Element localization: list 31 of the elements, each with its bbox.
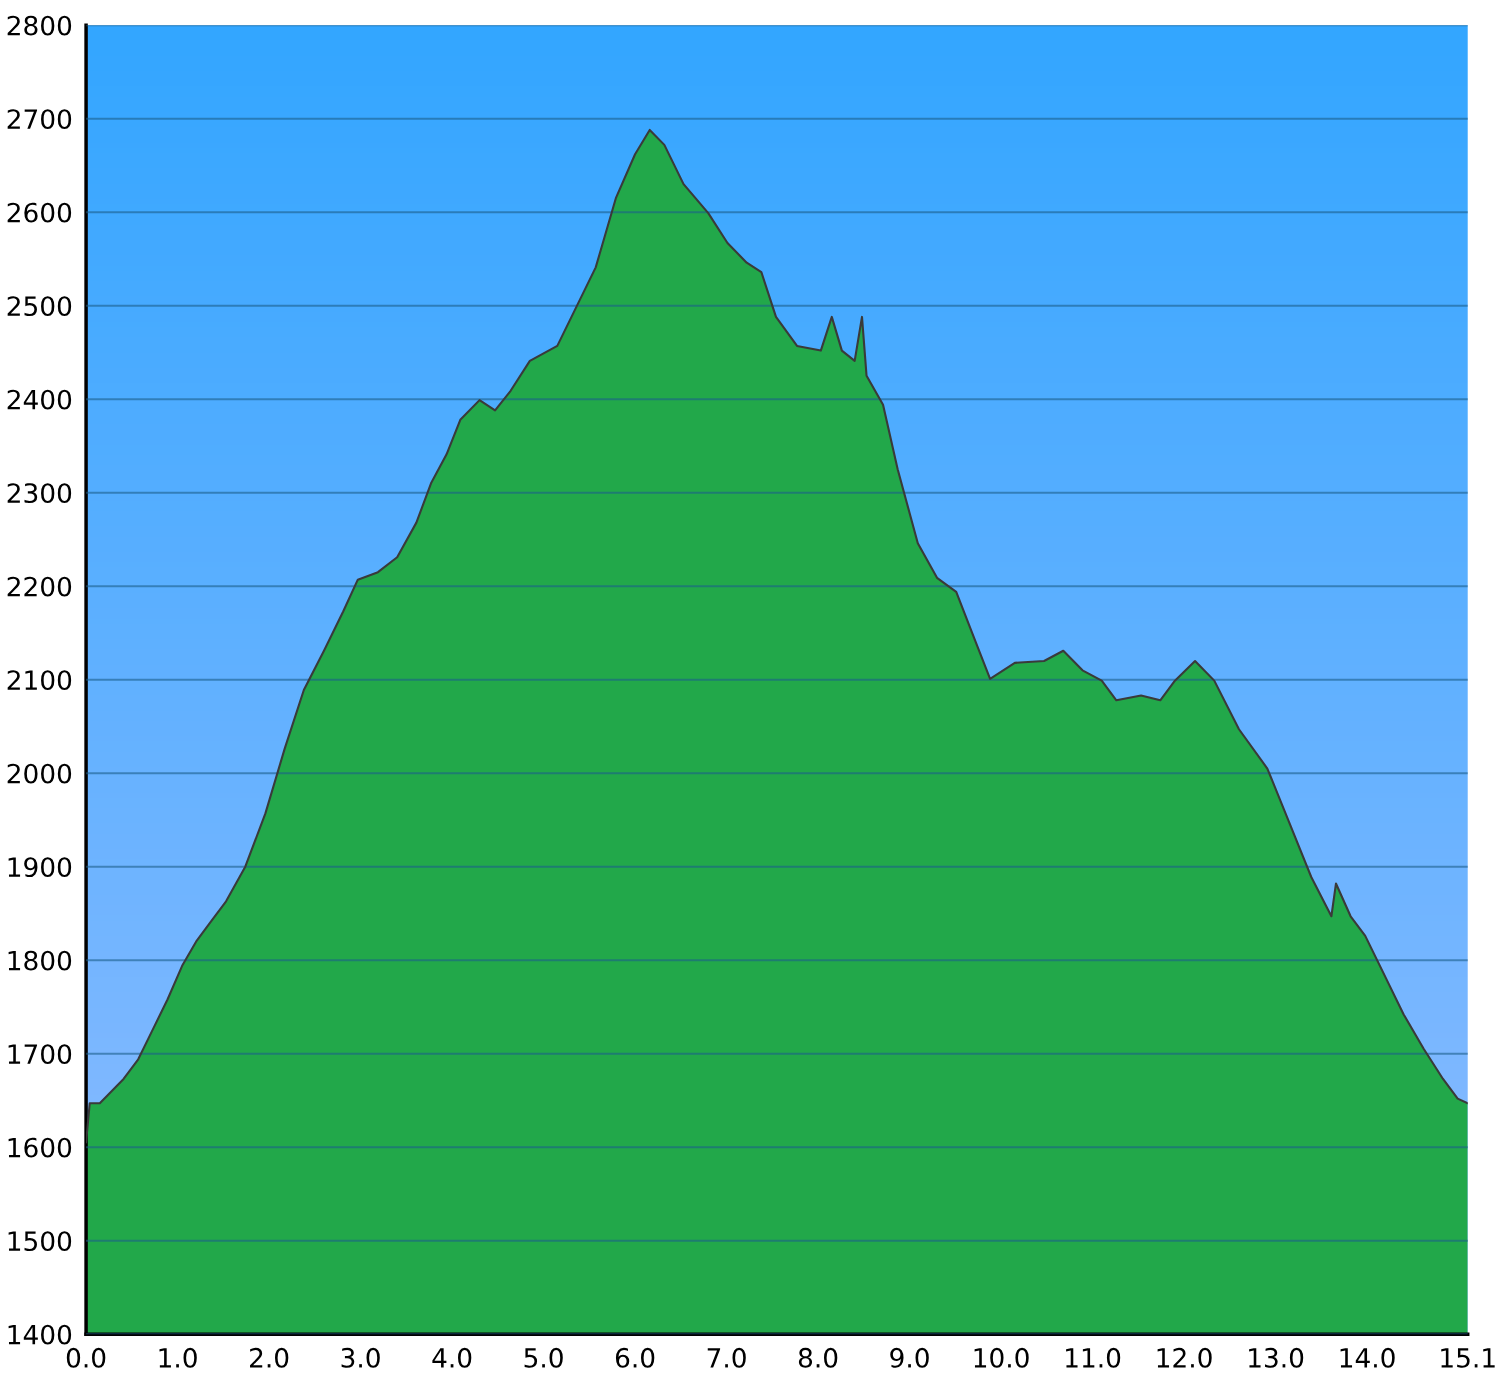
x-tick-label: 11.0 [1066, 1347, 1121, 1368]
x-tick-label: 4.0 [432, 1347, 472, 1368]
x-tick-label: 9.0 [890, 1347, 929, 1368]
x-tick-label: 13.0 [1249, 1347, 1304, 1368]
x-tick-label: 5.0 [524, 1347, 563, 1368]
y-tick-label: 1400 [8, 1324, 72, 1345]
x-tick-label: 8.0 [798, 1347, 838, 1368]
x-tick-label: 1.0 [159, 1347, 197, 1368]
y-tick-label: 2700 [7, 109, 72, 130]
y-tick-label: 2800 [7, 15, 72, 36]
x-tick-label: 0.0 [66, 1347, 106, 1368]
x-tick-label: 7.0 [707, 1347, 746, 1368]
y-tick-label: 1600 [8, 1137, 72, 1158]
x-tick-label: 3.0 [341, 1347, 380, 1368]
x-tick-label: 15.1 [1441, 1348, 1495, 1368]
y-tick-label: 2600 [7, 202, 72, 223]
y-tick-label: 2500 [7, 296, 72, 317]
x-tick-label: 6.0 [615, 1347, 655, 1368]
y-tick-label: 2100 [7, 670, 72, 691]
x-tick-label: 14.0 [1340, 1347, 1395, 1368]
x-tick-label: 2.0 [250, 1347, 289, 1368]
y-tick-label: 1700 [8, 1044, 72, 1065]
x-tick-label: 10.0 [974, 1347, 1029, 1368]
y-tick-label: 2300 [7, 483, 72, 504]
y-tick-label: 1500 [8, 1231, 72, 1252]
y-tick-label: 1800 [8, 950, 72, 971]
x-tick-label: 12.0 [1157, 1347, 1212, 1368]
y-tick-label: 2000 [7, 763, 72, 784]
y-tick-label: 2400 [7, 389, 72, 410]
y-tick-label: 2200 [7, 576, 72, 597]
y-tick-label: 1900 [8, 857, 72, 878]
